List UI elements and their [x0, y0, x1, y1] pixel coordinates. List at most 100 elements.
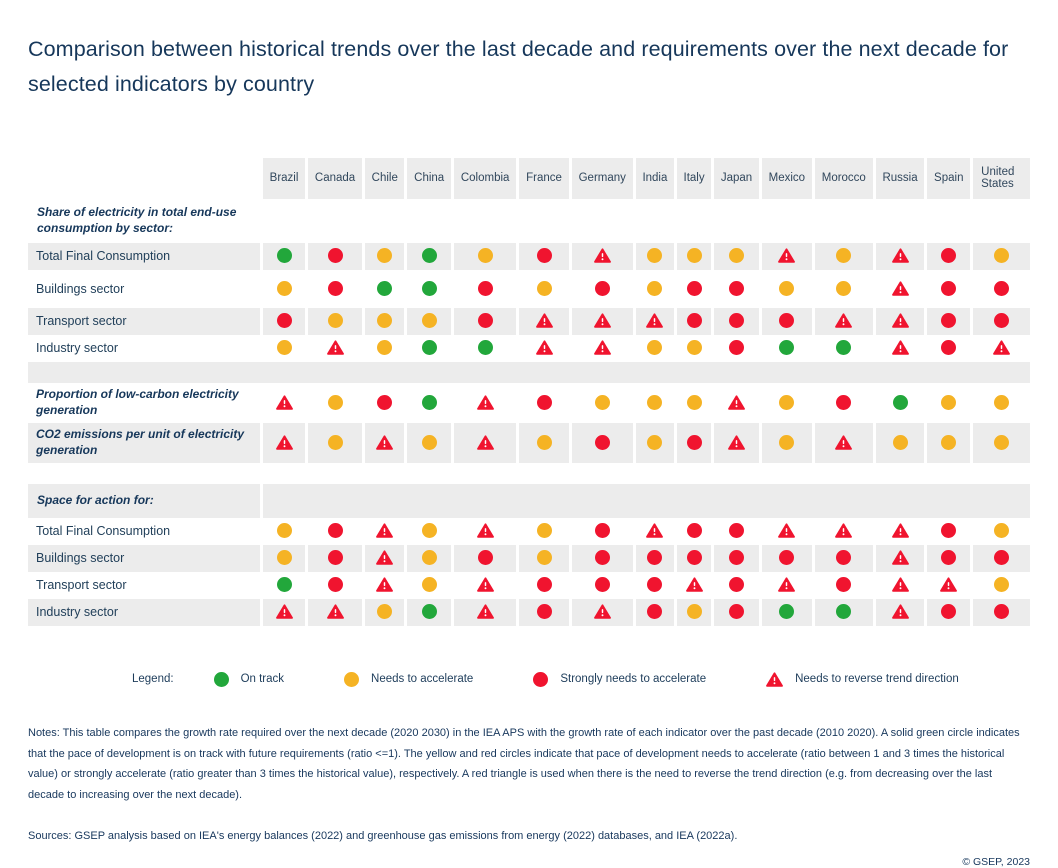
legend-item-label: Needs to reverse trend direction: [795, 673, 959, 686]
indicator-cell-mexico: [758, 571, 812, 599]
needs-to-reverse-trend-icon: [891, 248, 909, 264]
indicator-cell-brazil: [260, 307, 306, 335]
needs-to-accelerate-icon: [994, 434, 1010, 450]
indicator-cell-morocco: [811, 242, 873, 270]
indicator-cell-china: [404, 598, 451, 626]
needs-to-accelerate-icon: [276, 280, 292, 296]
notes-text: Notes: This table compares the growth ra…: [28, 726, 1020, 802]
needs-to-accelerate-icon: [647, 248, 663, 264]
header-row: Brazil Canada Chile China Colombia France Germ…: [28, 157, 1030, 199]
indicator-cell-germany: [568, 269, 633, 308]
column-header-germany: Germany: [568, 157, 633, 199]
indicator-cell-chile: [362, 598, 405, 626]
indicator-cell-japan: [711, 422, 759, 463]
legend-title: Legend:: [132, 673, 174, 686]
indicator-cell-canada: [305, 269, 363, 308]
strongly-needs-to-accelerate-icon: [533, 671, 549, 687]
legend-item-label: Strongly needs to accelerate: [560, 673, 707, 686]
needs-to-reverse-trend-icon: [476, 395, 494, 410]
needs-to-accelerate-icon: [327, 313, 343, 329]
strongly-needs-to-accelerate-icon: [836, 550, 852, 566]
indicator-cell-india: [632, 598, 674, 626]
indicator-cell-mexico: [758, 422, 812, 463]
needs-to-accelerate-icon: [729, 248, 744, 264]
strongly-needs-to-accelerate-icon: [779, 313, 795, 329]
indicator-cell-mexico: [758, 334, 812, 362]
indicator-cell-united-states: [970, 544, 1030, 572]
indicator-cell-brazil: [260, 422, 306, 463]
indicator-cell-japan: [711, 382, 759, 423]
table-row: Proportion of low-carbon electricity gen…: [28, 382, 1030, 423]
spacer-cell: [28, 361, 1030, 383]
needs-to-accelerate-icon: [377, 604, 393, 620]
needs-to-accelerate-icon: [779, 434, 795, 450]
indicator-cell-brazil: [260, 517, 306, 545]
row-label: Industry sector: [28, 598, 260, 626]
row-label: Transport sector: [28, 571, 260, 599]
strongly-needs-to-accelerate-icon: [536, 604, 552, 620]
indicator-cell-russia: [872, 307, 925, 335]
section-header-row: Share of electricity in total end-use co…: [28, 198, 1030, 243]
needs-to-reverse-trend-icon: [891, 550, 909, 566]
needs-to-reverse-trend-icon: [476, 604, 494, 620]
indicator-cell-morocco: [811, 269, 873, 308]
legend: Legend: On track Needs to accelerate Stron…: [132, 671, 1030, 687]
section-header-band: [260, 483, 1030, 518]
needs-to-reverse-trend-icon: [646, 523, 664, 539]
on-track-icon: [213, 671, 229, 687]
indicator-cell-colombia: [450, 517, 517, 545]
indicator-cell-germany: [568, 242, 633, 270]
column-header-colombia: Colombia: [450, 157, 517, 199]
column-header-china: China: [404, 157, 451, 199]
strongly-needs-to-accelerate-icon: [994, 313, 1010, 329]
indicator-cell-spain: [924, 598, 971, 626]
needs-to-accelerate-icon: [276, 340, 292, 356]
needs-to-accelerate-icon: [647, 394, 663, 410]
indicator-cell-colombia: [450, 544, 517, 572]
indicator-cell-canada: [305, 598, 363, 626]
strongly-needs-to-accelerate-icon: [941, 550, 957, 566]
needs-to-accelerate-icon: [421, 550, 437, 566]
needs-to-reverse-trend-icon: [593, 313, 611, 329]
table-row: Total Final Consumption: [28, 517, 1030, 545]
strongly-needs-to-accelerate-icon: [327, 577, 343, 593]
indicator-cell-italy: [673, 382, 712, 423]
indicator-cell-spain: [924, 544, 971, 572]
strongly-needs-to-accelerate-icon: [594, 550, 610, 566]
copyright-text: © GSEP, 2023: [962, 856, 1030, 868]
indicator-cell-china: [404, 422, 451, 463]
indicator-cell-russia: [872, 242, 925, 270]
needs-to-accelerate-icon: [994, 394, 1010, 410]
indicator-cell-canada: [305, 242, 363, 270]
section-header-label: Space for action for:: [37, 492, 154, 507]
indicator-cell-russia: [872, 517, 925, 545]
strongly-needs-to-accelerate-icon: [536, 394, 552, 410]
needs-to-reverse-trend-icon: [275, 395, 293, 410]
needs-to-accelerate-icon: [686, 604, 702, 620]
indicator-cell-france: [516, 544, 569, 572]
needs-to-accelerate-icon: [779, 394, 795, 410]
spacer-cell: [28, 462, 1030, 484]
needs-to-reverse-trend-icon: [940, 577, 958, 593]
legend-item-label: Needs to accelerate: [371, 673, 474, 686]
needs-to-accelerate-icon: [344, 671, 360, 687]
indicator-cell-mexico: [758, 517, 812, 545]
row-label: Buildings sector: [28, 544, 260, 572]
needs-to-reverse-trend-icon: [593, 604, 611, 620]
table-row: Total Final Consumption: [28, 242, 1030, 270]
strongly-needs-to-accelerate-icon: [729, 550, 744, 566]
indicator-cell-japan: [711, 334, 759, 362]
strongly-needs-to-accelerate-icon: [994, 280, 1010, 296]
needs-to-reverse-trend-icon: [476, 577, 494, 593]
row-label-column-header: [28, 158, 260, 199]
indicator-cell-france: [516, 269, 569, 308]
indicator-cell-spain: [924, 334, 971, 362]
strongly-needs-to-accelerate-icon: [647, 577, 663, 593]
strongly-needs-to-accelerate-icon: [729, 340, 744, 356]
indicator-cell-united-states: [970, 269, 1030, 308]
indicator-cell-brazil: [260, 269, 306, 308]
table-row: CO2 emissions per unit of electricity ge…: [28, 422, 1030, 463]
strongly-needs-to-accelerate-icon: [729, 577, 744, 593]
indicator-cell-india: [632, 517, 674, 545]
